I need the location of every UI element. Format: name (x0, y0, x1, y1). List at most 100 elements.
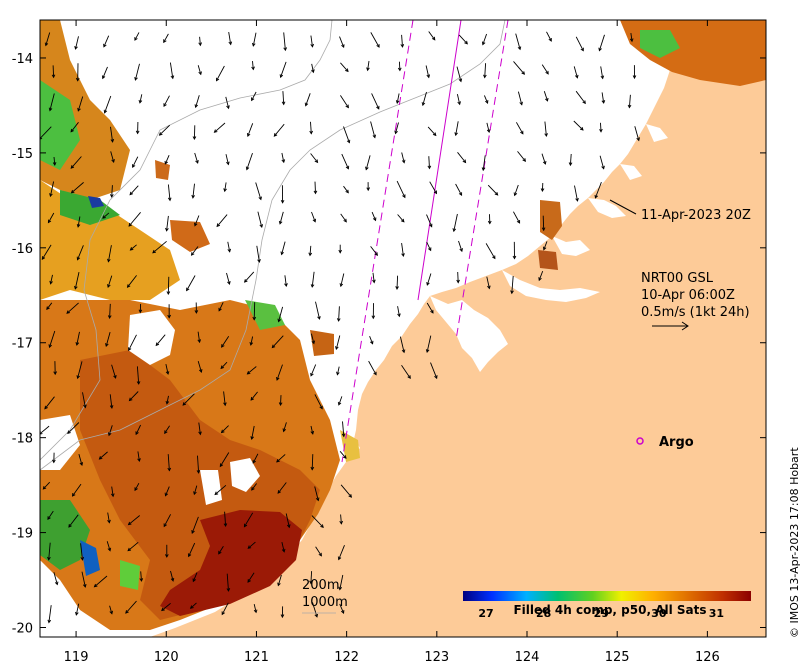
swath-center (417, 20, 462, 301)
current-arrow (482, 33, 488, 45)
current-arrow-head (286, 524, 291, 529)
current-arrow-head (627, 104, 632, 109)
current-arrow (340, 62, 349, 72)
current-arrow-head (191, 530, 195, 534)
current-arrow (283, 422, 287, 432)
current-arrow (165, 486, 170, 496)
current-arrow-head (226, 161, 230, 166)
current-arrow-head (400, 44, 405, 48)
current-arrow-head (246, 133, 251, 137)
current-arrow-head (485, 100, 489, 104)
current-arrow-head (128, 347, 132, 352)
current-arrow-head (574, 74, 579, 79)
current-arrow (70, 122, 79, 133)
current-arrow (538, 270, 544, 281)
current-arrow-head (457, 101, 461, 106)
lon-tick-label: 121 (244, 650, 269, 665)
current-arrow (310, 364, 317, 376)
current-arrow-head (196, 470, 201, 474)
current-arrow (49, 93, 55, 111)
current-arrow-head (139, 578, 144, 582)
current-arrow-head (105, 343, 109, 347)
current-arrow-head (310, 430, 315, 435)
current-arrow-head (83, 404, 87, 409)
current-arrow-head (492, 255, 496, 260)
current-arrow-head (370, 340, 374, 345)
current-arrow-head (401, 349, 406, 354)
current-arrow (194, 152, 199, 164)
current-arrow-head (251, 66, 255, 71)
current-arrow-head (52, 459, 56, 464)
current-arrow (257, 211, 263, 228)
current-arrow-head (345, 68, 349, 73)
current-arrow-head (250, 396, 254, 401)
current-arrow (190, 602, 197, 609)
current-arrow-head (223, 188, 227, 193)
current-arrow-head (214, 491, 219, 496)
current-arrow (372, 272, 375, 283)
current-arrow-head (340, 610, 345, 614)
current-arrow-head (107, 519, 111, 524)
current-arrow-head (427, 165, 432, 170)
current-arrow-head (279, 74, 284, 79)
lat-tick-label: -16 (12, 242, 33, 257)
current-arrow (74, 272, 80, 289)
current-arrow (53, 156, 56, 166)
current-arrow-head (251, 97, 255, 102)
current-arrow (218, 546, 224, 555)
current-arrow-head (372, 217, 377, 222)
current-arrow (167, 276, 170, 295)
current-arrow (140, 571, 142, 582)
current-arrow-head (93, 583, 98, 588)
current-arrow-head (74, 285, 78, 290)
current-arrow (182, 393, 195, 406)
current-arrow (220, 361, 228, 369)
current-arrow (630, 33, 633, 42)
current-arrow (569, 153, 572, 166)
current-arrow-head (600, 75, 605, 80)
current-arrow (111, 364, 117, 379)
colorbar-tick-label: 28 (536, 607, 551, 620)
current-arrow-head (47, 219, 52, 224)
current-arrow (135, 424, 142, 435)
current-arrow-head (164, 430, 168, 435)
current-arrow (219, 452, 230, 467)
colorbar-tick-label: 30 (651, 607, 667, 620)
current-arrow-head (277, 582, 281, 587)
current-arrow (129, 391, 139, 401)
current-arrow (487, 184, 499, 196)
current-arrow (163, 95, 170, 107)
current-arrow (312, 602, 318, 618)
current-arrow-head (487, 285, 491, 290)
current-arrow-head (520, 130, 524, 135)
lon-tick-label: 125 (605, 650, 630, 665)
current-arrow-head (397, 67, 402, 72)
current-arrow (426, 214, 433, 227)
current-arrow (281, 541, 285, 552)
current-arrow-head (486, 129, 491, 134)
current-arrow-head (521, 71, 526, 75)
current-arrow-head (458, 192, 463, 197)
lon-tick-label: 123 (424, 650, 449, 665)
current-arrow (310, 425, 314, 434)
current-arrow (107, 275, 113, 288)
current-arrow (76, 331, 80, 346)
current-arrow (516, 122, 524, 135)
current-arrow (48, 542, 51, 560)
isobath-200m (40, 20, 506, 471)
current-arrow-head (223, 402, 227, 407)
current-arrow-head (243, 523, 248, 528)
current-arrow (340, 484, 352, 498)
current-arrow-head (109, 405, 114, 409)
current-arrow (197, 331, 201, 343)
current-arrow (129, 185, 139, 196)
current-arrow-head (243, 279, 248, 283)
current-arrow-head (432, 132, 437, 137)
current-arrow (256, 245, 260, 263)
current-arrow-head (189, 605, 194, 609)
current-arrow (108, 425, 113, 436)
current-arrow (483, 95, 489, 104)
current-arrow (341, 153, 349, 169)
current-arrow (77, 96, 84, 112)
current-arrow (134, 32, 140, 41)
